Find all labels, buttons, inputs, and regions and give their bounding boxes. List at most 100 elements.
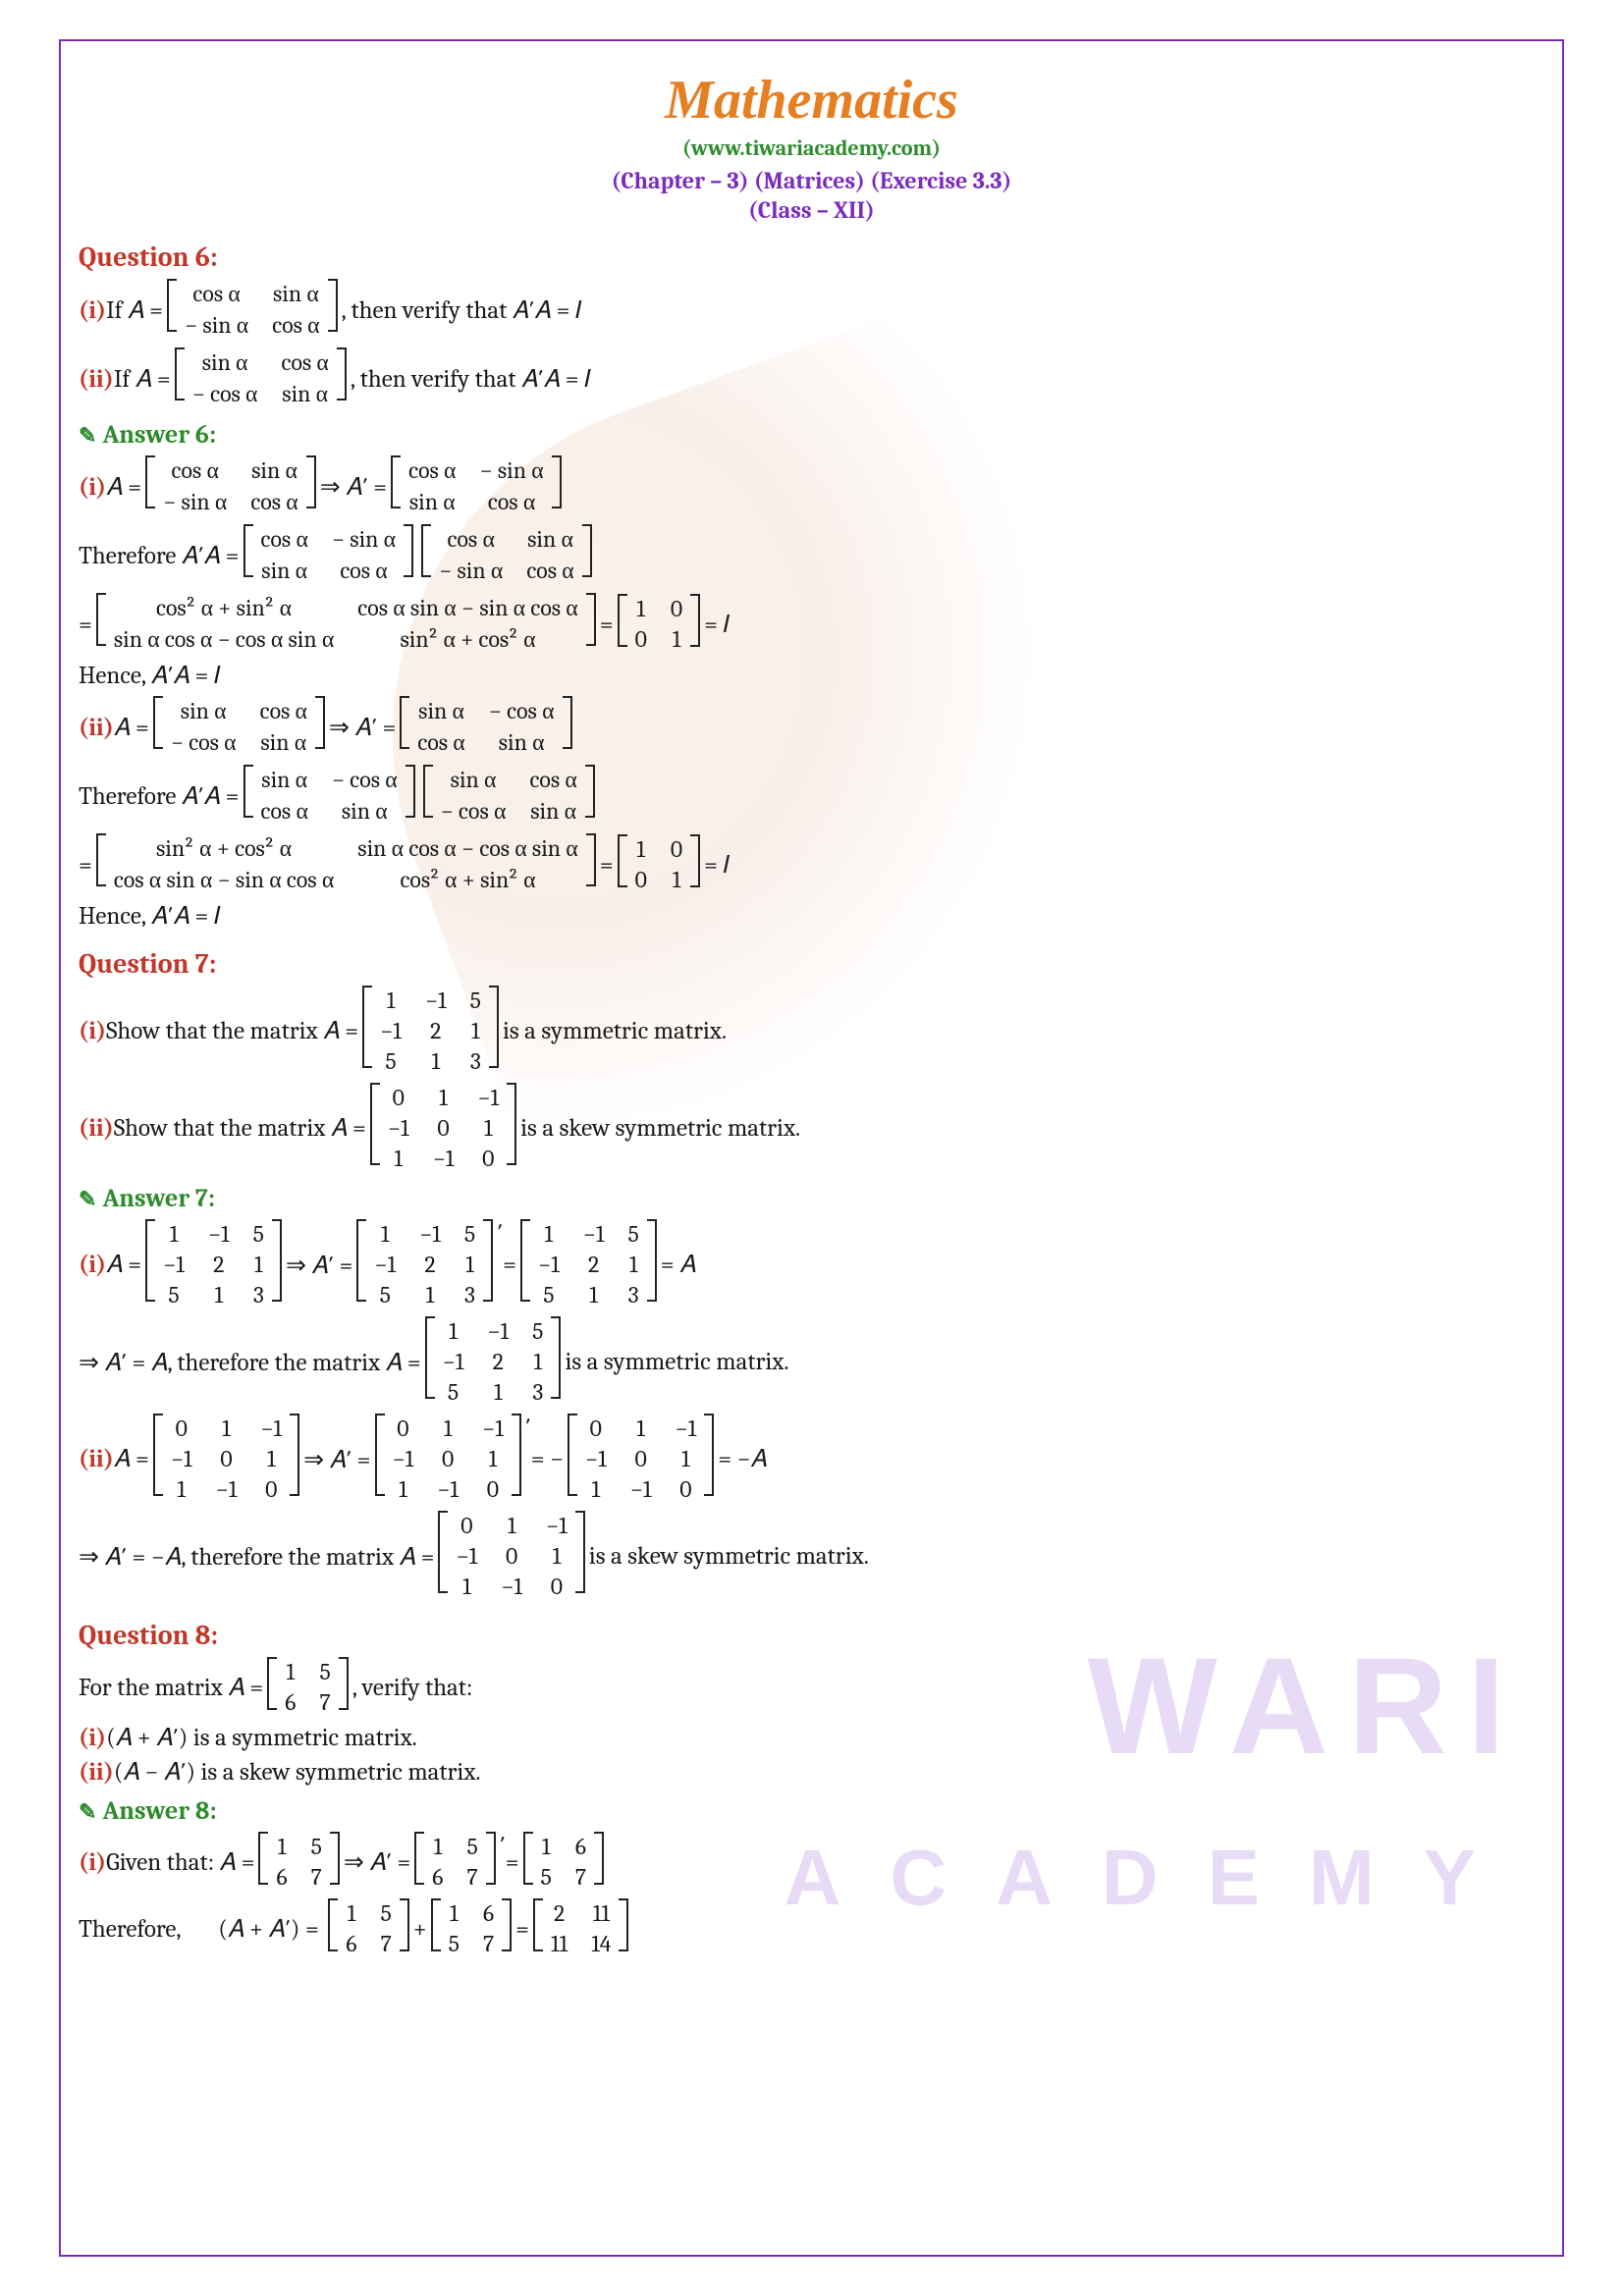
a6-ii-identity: 1001 bbox=[618, 834, 701, 895]
roman-ii: (ii) bbox=[79, 1445, 114, 1473]
q8-text: For the matrix 𝐴 = 1567 , verify that: bbox=[79, 1657, 1544, 1718]
a8-i-sum1: 1567 bbox=[328, 1898, 408, 1959]
a6-ii-a: sin αcos α− cos αsin α bbox=[153, 696, 325, 759]
q8-i: (i) (𝐴 + 𝐴′) is a symmetric matrix. bbox=[79, 1724, 1544, 1752]
q8-ii: (ii) (𝐴 − 𝐴′) is a skew symmetric matrix… bbox=[79, 1758, 1544, 1787]
eq: = − bbox=[531, 1445, 564, 1473]
roman-i: (i) bbox=[79, 296, 106, 325]
page-title: Mathematics bbox=[79, 69, 1544, 132]
a8-i-a: 1567 bbox=[258, 1832, 339, 1893]
q6-i-matrix: cos αsin α− sin αcos α bbox=[167, 279, 338, 342]
roman-i: (i) bbox=[79, 473, 106, 502]
therefore: Therefore, (𝐴 + 𝐴′) = bbox=[79, 1915, 324, 1944]
q7-ii: (ii) Show that the matrix 𝐴 = 01−1−1011−… bbox=[79, 1083, 1544, 1174]
question-6-header: Question 6: bbox=[79, 241, 1544, 273]
q7-i-tail: is a symmetric matrix. bbox=[503, 1017, 727, 1045]
q6-ii: (ii) If 𝐴 = sin αcos α− cos αsin α , the… bbox=[79, 347, 1544, 410]
label: 𝐴 = bbox=[106, 1251, 141, 1279]
answer-7-header: Answer 7: bbox=[79, 1184, 1544, 1213]
a6-i-3: = cos² α + sin² αcos α sin α − sin α cos… bbox=[79, 593, 1544, 656]
q6-ii-tail: , then verify that 𝐴′𝐴 = 𝐼 bbox=[351, 365, 591, 394]
a6-ii-hence: Hence, 𝐴′𝐴 = 𝐼 bbox=[79, 902, 1544, 931]
given: Given that: 𝐴 = bbox=[106, 1848, 254, 1877]
a6-ii-3: = sin² α + cos² αsin α cos α − cos α sin… bbox=[79, 833, 1544, 896]
eq: = bbox=[600, 851, 614, 880]
a7-ii-a: 01−1−1011−10 bbox=[153, 1414, 299, 1505]
a6-i-hence: Hence, 𝐴′𝐴 = 𝐼 bbox=[79, 662, 1544, 690]
concl-tail: is a skew symmetric matrix. bbox=[589, 1542, 869, 1571]
class-line: (Class – XII) bbox=[79, 196, 1544, 224]
a6-i-identity: 1001 bbox=[618, 594, 701, 655]
a7-i-a: 1−15−121513 bbox=[145, 1219, 282, 1310]
a6-i-result: cos² α + sin² αcos α sin α − sin α cos α… bbox=[96, 593, 596, 656]
a6-i-a: cos αsin α− sin αcos α bbox=[145, 455, 316, 518]
q8-ii-text: (𝐴 − 𝐴′) is a skew symmetric matrix. bbox=[114, 1758, 481, 1787]
therefore: Therefore 𝐴′𝐴 = bbox=[79, 542, 240, 570]
q6-ii-matrix: sin αcos α− cos αsin α bbox=[175, 347, 347, 410]
q7-ii-text: Show that the matrix 𝐴 = bbox=[114, 1114, 366, 1143]
a6-ii-prod1: sin α− cos αcos αsin α bbox=[243, 765, 415, 828]
prime: ′ bbox=[525, 1414, 531, 1442]
eq: = bbox=[79, 611, 92, 639]
roman-ii: (ii) bbox=[79, 1114, 114, 1143]
q8-tail: , verify that: bbox=[352, 1674, 473, 1702]
eq: = bbox=[503, 1251, 516, 1279]
plus: + bbox=[413, 1915, 427, 1944]
label: 𝐴 = bbox=[106, 473, 141, 502]
roman-i: (i) bbox=[79, 1251, 106, 1279]
roman-ii: (ii) bbox=[79, 365, 114, 394]
label: 𝐴 = bbox=[114, 1445, 149, 1473]
prime: ′ bbox=[497, 1219, 503, 1248]
a7-i-1: (i) 𝐴 = 1−15−121513 ⇒ 𝐴′ = 1−15−121513 ′… bbox=[79, 1219, 1544, 1310]
a6-i-2: Therefore 𝐴′𝐴 = cos α− sin αsin αcos α c… bbox=[79, 524, 1544, 587]
roman-i: (i) bbox=[79, 1724, 106, 1752]
a6-i-prod2: cos αsin α− sin αcos α bbox=[421, 524, 592, 587]
a6-ii-result: sin² α + cos² αsin α cos α − cos α sin α… bbox=[96, 833, 596, 896]
eq-i: = 𝐼 bbox=[704, 611, 730, 639]
a6-ii-aprime: sin α− cos αcos αsin α bbox=[400, 696, 571, 759]
a8-i-at: 1567 bbox=[414, 1832, 495, 1893]
page-subtitle: (www.tiwariacademy.com) bbox=[79, 135, 1544, 161]
roman-ii: (ii) bbox=[79, 714, 114, 742]
q7-ii-matrix: 01−1−1011−10 bbox=[370, 1083, 516, 1174]
a7-i-2: ⇒ 𝐴′ = 𝐴, therefore the matrix 𝐴 = 1−15−… bbox=[79, 1316, 1544, 1408]
a7-ii-at: 01−1−1011−10 bbox=[375, 1414, 521, 1505]
question-8-header: Question 8: bbox=[79, 1620, 1544, 1651]
eqA: = −𝐴 bbox=[718, 1445, 767, 1473]
concl-tail: is a symmetric matrix. bbox=[565, 1348, 788, 1376]
a7-i-at: 1−15−121513 bbox=[356, 1219, 493, 1310]
q8-matrix: 1567 bbox=[267, 1657, 348, 1718]
a7-i-concl-m: 1−15−121513 bbox=[425, 1316, 562, 1408]
eq: = bbox=[600, 611, 614, 639]
a8-i-1: (i) Given that: 𝐴 = 1567 ⇒ 𝐴′ = 1567 ′ =… bbox=[79, 1832, 1544, 1893]
concl: ⇒ 𝐴′ = 𝐴, therefore the matrix 𝐴 = bbox=[79, 1348, 421, 1377]
a6-i-aprime: cos α− sin αsin αcos α bbox=[391, 455, 562, 518]
eq-i: = 𝐼 bbox=[704, 851, 730, 880]
a6-ii-2: Therefore 𝐴′𝐴 = sin α− cos αcos αsin α s… bbox=[79, 765, 1544, 828]
q6-ii-text: If 𝐴 = bbox=[114, 365, 171, 394]
chapter-line: (Chapter – 3) (Matrices) (Exercise 3.3) bbox=[79, 167, 1544, 194]
a7-i-res: 1−15−121513 bbox=[520, 1219, 657, 1310]
concl: ⇒ 𝐴′ = −𝐴, therefore the matrix 𝐴 = bbox=[79, 1542, 434, 1572]
a7-ii-concl-m: 01−1−1011−10 bbox=[438, 1511, 584, 1602]
a6-ii-1: (ii) 𝐴 = sin αcos α− cos αsin α ⇒ 𝐴′ = s… bbox=[79, 696, 1544, 759]
a8-i-2: Therefore, (𝐴 + 𝐴′) = 1567 + 1657 = 2111… bbox=[79, 1898, 1544, 1959]
eqA: = 𝐴 bbox=[661, 1251, 696, 1279]
answer-6-header: Answer 6: bbox=[79, 420, 1544, 450]
roman-i: (i) bbox=[79, 1017, 106, 1045]
answer-8-header: Answer 8: bbox=[79, 1796, 1544, 1826]
a6-i-1: (i) 𝐴 = cos αsin α− sin αcos α ⇒ 𝐴′ = co… bbox=[79, 455, 1544, 518]
eq: = bbox=[515, 1915, 529, 1944]
a7-ii-2: ⇒ 𝐴′ = −𝐴, therefore the matrix 𝐴 = 01−1… bbox=[79, 1511, 1544, 1602]
roman-i: (i) bbox=[79, 1848, 106, 1877]
a7-ii-res: 01−1−1011−10 bbox=[568, 1414, 714, 1505]
q7-i: (i) Show that the matrix 𝐴 = 1−15−121513… bbox=[79, 986, 1544, 1077]
therefore: Therefore 𝐴′𝐴 = bbox=[79, 782, 240, 811]
q6-i: (i) If 𝐴 = cos αsin α− sin αcos α , then… bbox=[79, 279, 1544, 342]
arrow: ⇒ 𝐴′ = bbox=[329, 713, 396, 742]
arrow: ⇒ 𝐴′ = bbox=[303, 1445, 370, 1474]
q6-i-tail: , then verify that 𝐴′𝐴 = 𝐼 bbox=[342, 296, 582, 325]
eq: = bbox=[79, 851, 92, 880]
a8-i-res: 1657 bbox=[523, 1832, 604, 1893]
a6-ii-prod2: sin αcos α− cos αsin α bbox=[423, 765, 595, 828]
